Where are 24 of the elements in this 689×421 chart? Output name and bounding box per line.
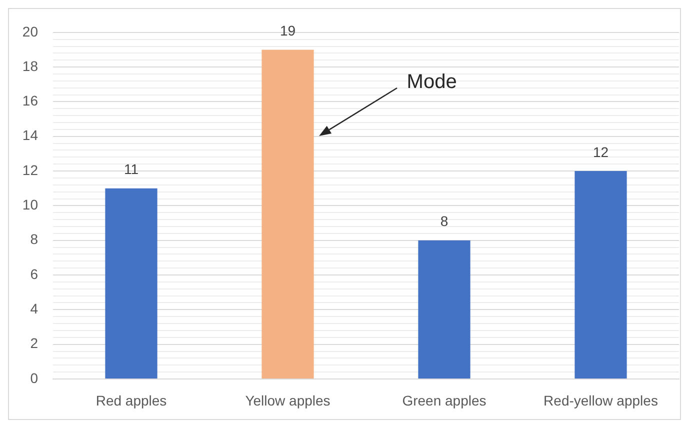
y-tick-label: 20: [22, 23, 38, 40]
y-tick-label: 4: [30, 300, 38, 317]
x-tick-label: Red-yellow apples: [544, 392, 658, 408]
y-tick-label: 8: [30, 231, 38, 248]
data-label: 11: [124, 161, 139, 178]
y-tick-label: 12: [22, 162, 38, 178]
data-label: 12: [592, 144, 609, 160]
y-tick-label: 14: [22, 127, 38, 144]
bar: [105, 188, 158, 378]
bar: [574, 171, 627, 378]
data-label: 8: [440, 213, 448, 230]
y-tick-label: 16: [22, 92, 38, 109]
bar: [262, 50, 314, 378]
annotation: Mode: [406, 70, 457, 94]
x-tick-label: Red apples: [96, 392, 167, 408]
y-tick-label: 0: [30, 370, 38, 386]
bar: [418, 240, 470, 378]
y-tick-label: 6: [30, 266, 38, 282]
data-label: 19: [280, 22, 296, 39]
x-tick-label: Yellow apples: [245, 392, 330, 408]
y-tick-label: 18: [22, 58, 38, 74]
y-tick-label: 10: [22, 196, 38, 213]
x-tick-label: Green apples: [402, 392, 486, 408]
y-tick-label: 2: [30, 335, 38, 352]
